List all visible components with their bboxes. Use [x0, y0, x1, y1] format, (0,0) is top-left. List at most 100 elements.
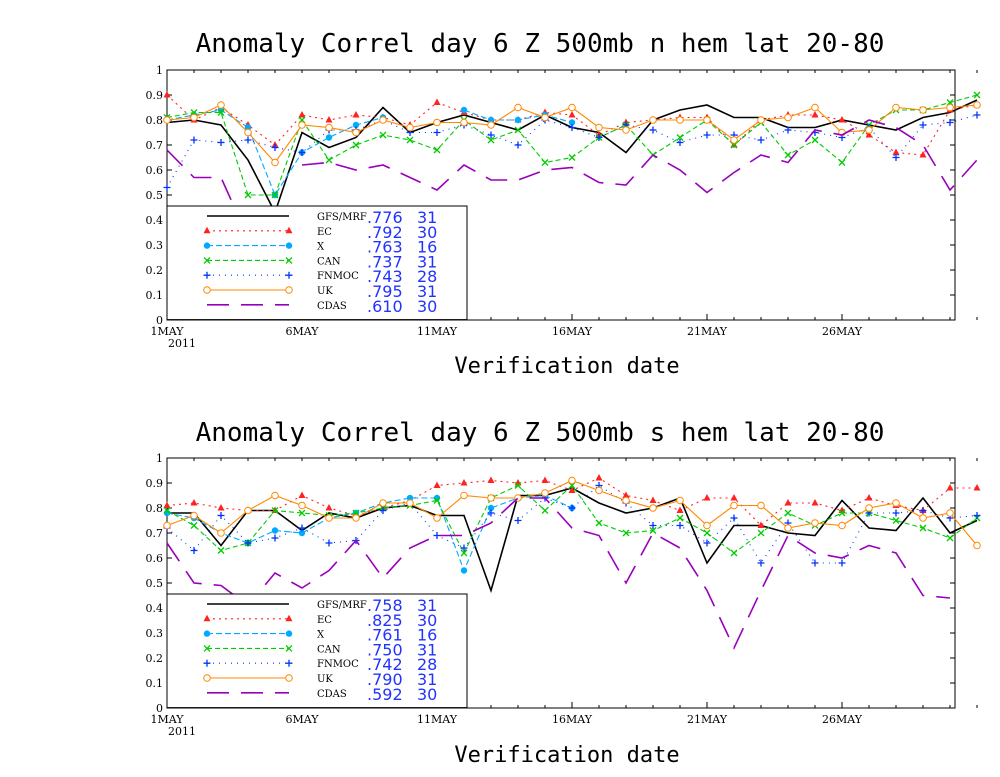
legend-marker [203, 256, 211, 264]
legend-name: CDAS [317, 301, 347, 312]
data-point [649, 116, 657, 124]
data-point [244, 128, 252, 137]
data-point [487, 509, 495, 517]
data-point [271, 507, 279, 514]
series-line [166, 494, 573, 572]
data-point [325, 514, 333, 522]
data-point [541, 476, 549, 483]
x-tick-label: 1MAY [150, 325, 184, 338]
data-point [946, 484, 954, 491]
data-point [568, 124, 576, 131]
data-point [946, 534, 954, 542]
data-point [298, 111, 306, 118]
legend-mean: .790 [367, 670, 403, 689]
legend-marker [285, 256, 293, 264]
series-line [166, 484, 978, 565]
series-line [166, 484, 978, 555]
x-tick-label: 16MAY [552, 713, 593, 726]
data-point [838, 509, 846, 517]
data-point [892, 148, 900, 155]
y-tick-label: 0.6 [146, 552, 164, 565]
legend-mean: .776 [367, 208, 403, 227]
data-point [244, 136, 252, 144]
y-tick-label: 0.3 [146, 627, 164, 640]
y-tick-label: 0 [156, 702, 163, 715]
data-point [352, 514, 360, 522]
data-point [757, 559, 765, 567]
data-point [676, 514, 684, 522]
series-x [163, 492, 576, 574]
data-point [703, 131, 711, 139]
data-point [190, 136, 198, 144]
data-point [919, 514, 927, 522]
legend-row: X .761 16 [203, 626, 437, 645]
data-point [568, 154, 576, 161]
data-point [325, 156, 333, 164]
x-tick-label: 21MAY [687, 713, 728, 726]
data-point [190, 511, 198, 520]
y-tick-label: 1 [156, 452, 163, 465]
legend-name: EC [317, 227, 332, 238]
x-tick-label: 6MAY [285, 325, 319, 338]
legend-name: CDAS [317, 689, 347, 700]
data-point [163, 91, 171, 98]
y-tick-label: 0.1 [146, 289, 164, 302]
y-tick-label: 0.8 [146, 114, 164, 127]
data-point [271, 191, 279, 199]
data-point [325, 539, 333, 547]
data-point [433, 118, 441, 127]
data-point [352, 128, 360, 137]
legend-marker [285, 271, 293, 279]
data-point [217, 512, 225, 519]
data-point [838, 559, 846, 567]
x-tick-label: 1MAY [150, 713, 184, 726]
series-fnmoc [163, 111, 981, 191]
data-point [865, 504, 873, 512]
data-point [163, 116, 171, 124]
data-point [865, 131, 873, 138]
data-point [217, 109, 225, 116]
data-point [757, 116, 765, 124]
data-point [568, 486, 576, 493]
data-point [892, 154, 900, 161]
data-point [190, 522, 198, 529]
legend-box [166, 205, 468, 321]
legend-name: EC [317, 615, 332, 626]
data-point [568, 111, 576, 118]
legend-marker [285, 659, 293, 667]
data-point [784, 113, 792, 122]
data-point [757, 501, 765, 510]
data-point [676, 522, 684, 529]
data-point [973, 91, 981, 99]
data-point [703, 521, 711, 530]
data-point [919, 524, 927, 532]
data-point [811, 136, 819, 144]
data-point [622, 496, 630, 505]
y-tick-label: 0.3 [146, 239, 164, 252]
data-point [298, 501, 306, 510]
series-line [166, 109, 384, 197]
data-point [784, 524, 792, 532]
data-point [622, 126, 630, 134]
data-point [973, 512, 981, 519]
data-point [622, 491, 630, 498]
x-tick-label: 16MAY [552, 325, 593, 338]
y-tick-label: 0.5 [146, 189, 164, 202]
data-point [487, 476, 495, 483]
legend-name: CAN [317, 644, 341, 655]
legend-marker [203, 614, 211, 622]
data-point [757, 529, 765, 537]
data-point [244, 191, 252, 199]
data-point [676, 496, 684, 505]
data-point [784, 151, 792, 159]
data-point [784, 509, 792, 517]
legend-marker [285, 286, 293, 294]
y-tick-label: 0.7 [146, 139, 164, 152]
data-point [973, 111, 981, 119]
legend-mean: .750 [367, 640, 403, 659]
data-point [892, 499, 900, 507]
y-tick-label: 0 [156, 314, 163, 327]
data-point [217, 101, 225, 109]
legend-marker [285, 242, 293, 249]
